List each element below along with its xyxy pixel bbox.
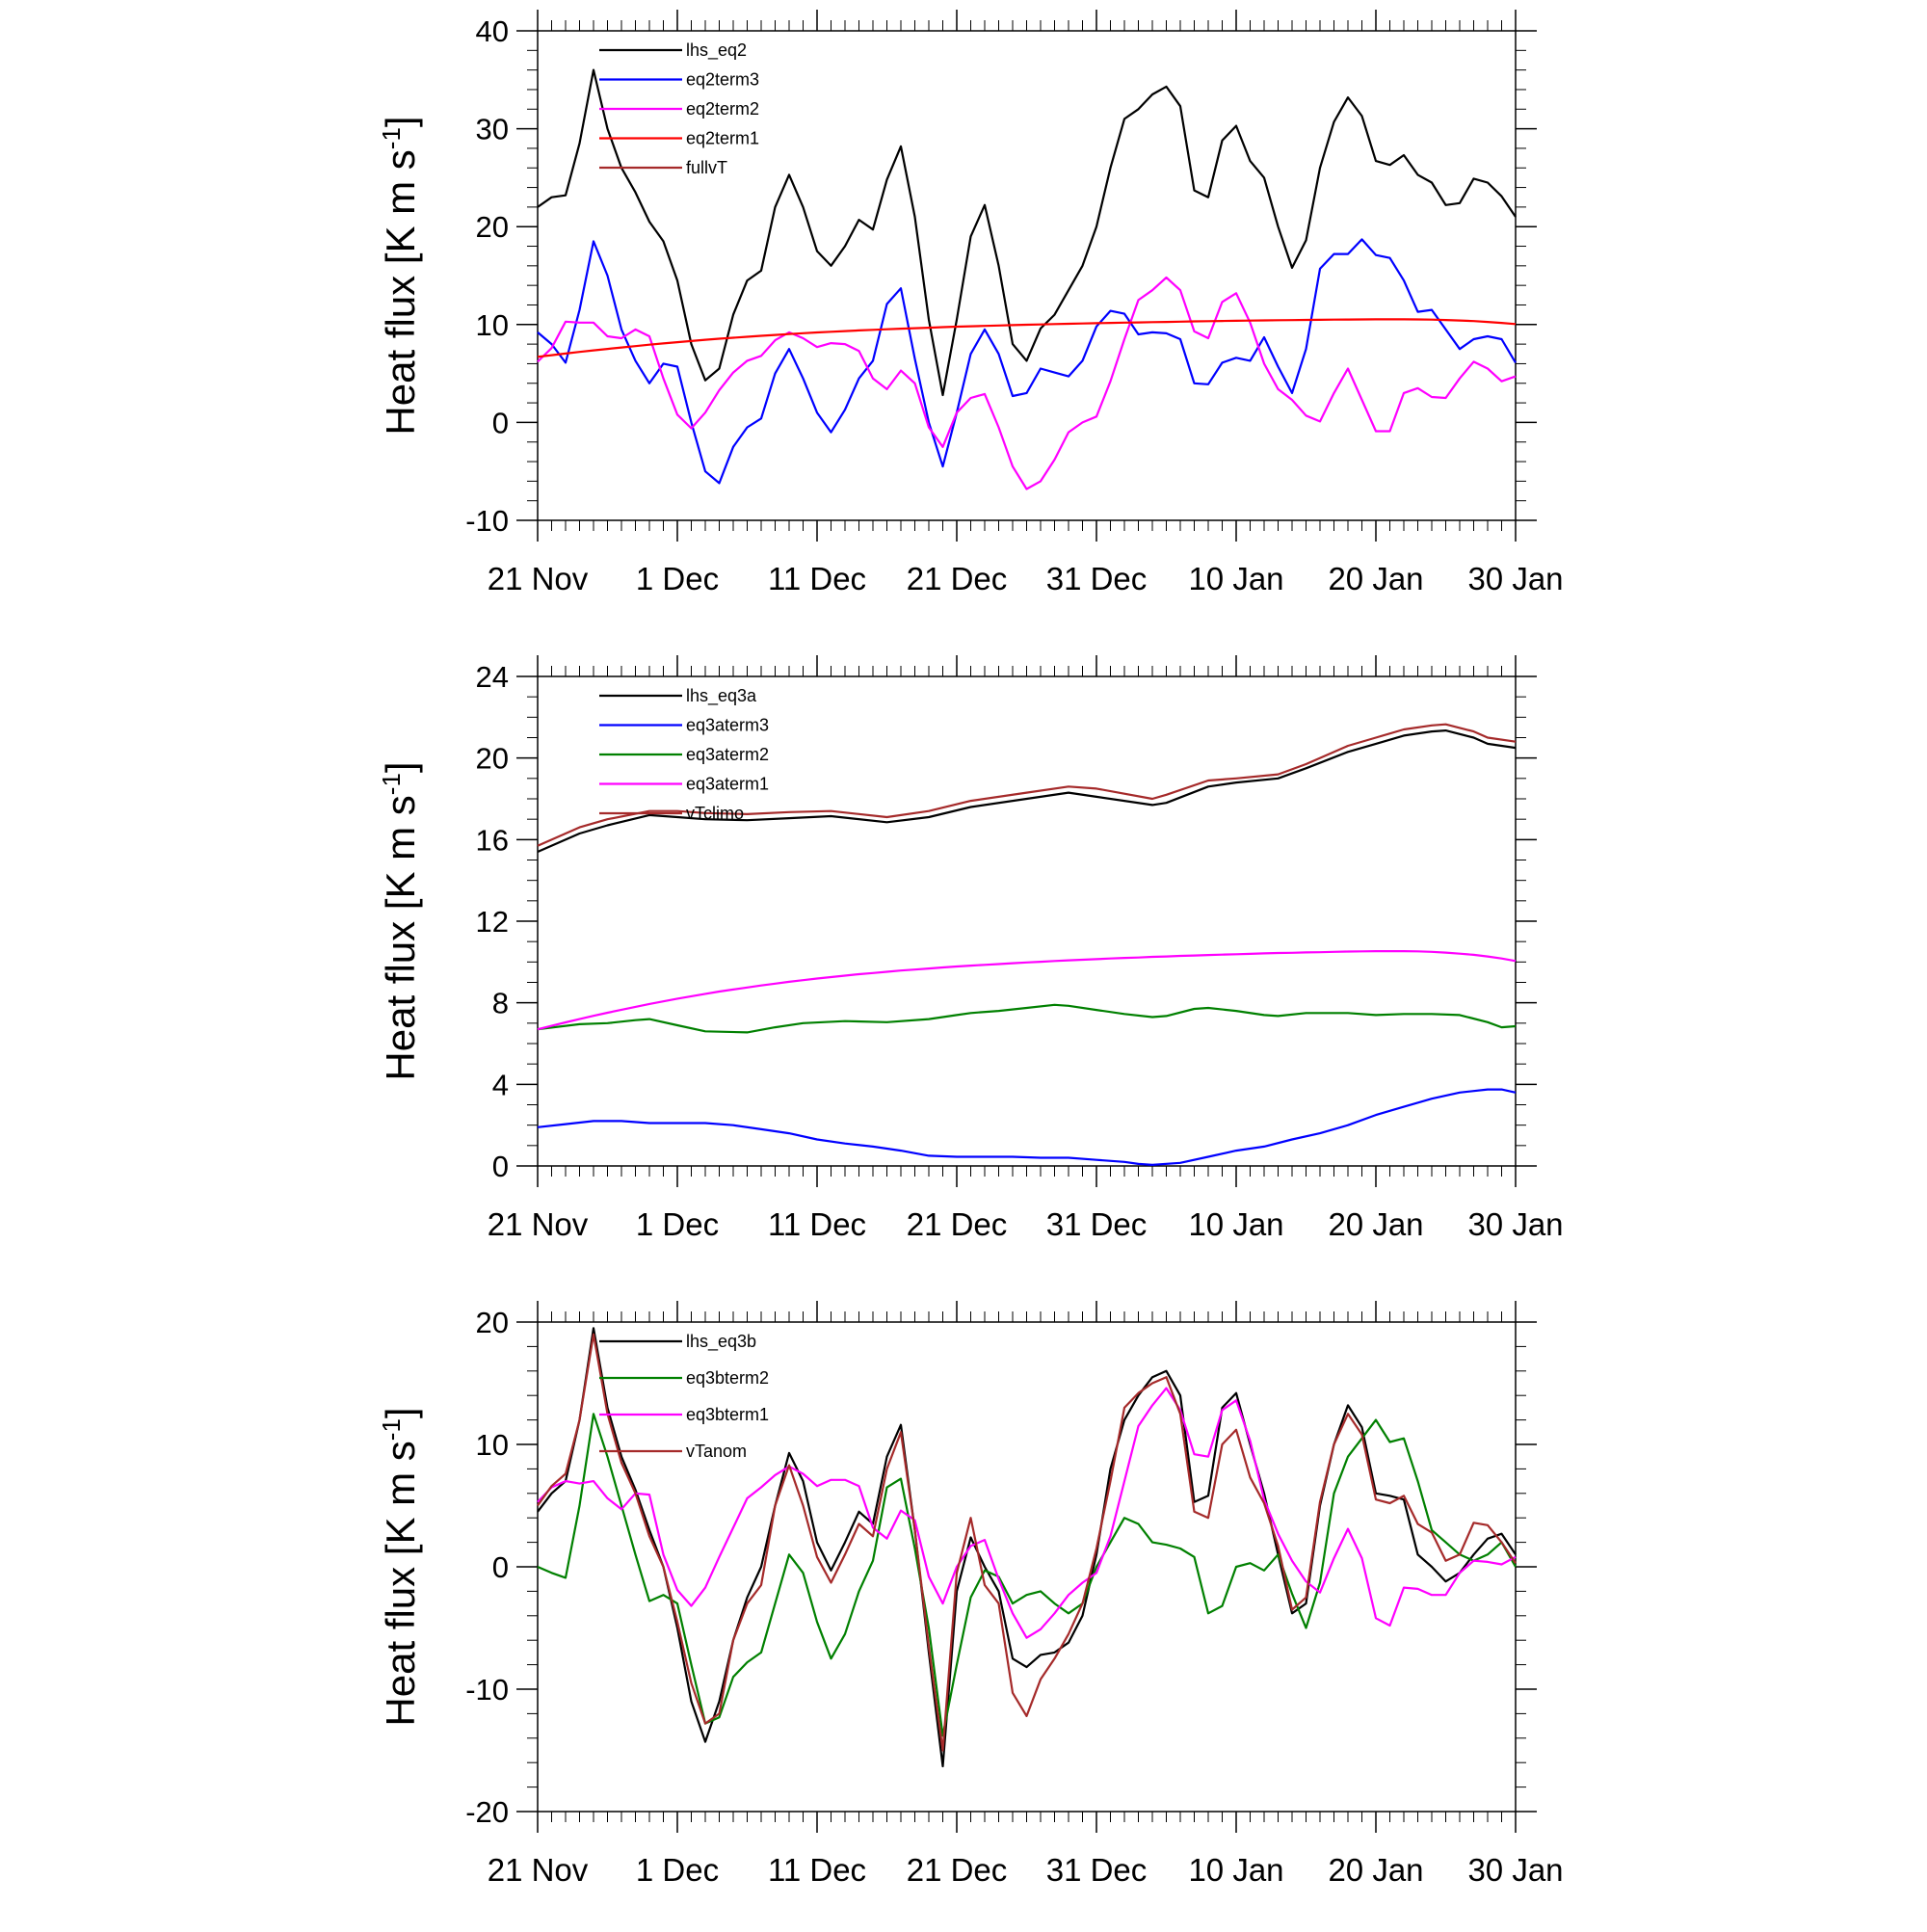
chart-panel-1: 21 Nov 1 Dec 11 Dec 21 Dec 31 Dec 10 Jan 20 Ja…	[377, 10, 1564, 596]
plot-frame	[537, 30, 1517, 521]
series-line-eq2term1	[537, 318, 1517, 358]
y-tick-label: 10	[476, 308, 509, 342]
y-tick-label: 20	[476, 1306, 509, 1339]
y-axis-label: Heat flux [K m s-1]	[377, 1407, 423, 1726]
y-tick-label: 10	[476, 1428, 509, 1462]
y-tick-label: 4	[492, 1068, 509, 1101]
x-tick-label: 31 Dec	[1046, 1206, 1148, 1242]
series-line-vTanom	[537, 1333, 1517, 1752]
x-tick-label: 31 Dec	[1046, 1852, 1148, 1888]
y-tick-label: 0	[492, 1550, 509, 1584]
legend-label-eq2term3: eq2term3	[686, 70, 759, 90]
plot-frame	[537, 1321, 1517, 1813]
y-tick-label: 24	[476, 660, 509, 694]
series-line-lhs_eq3b	[537, 1327, 1517, 1768]
x-tick-label: 21 Dec	[907, 561, 1008, 596]
legend-label-eq2term1: eq2term1	[686, 129, 759, 148]
legend-label-fullvT: fullvT	[686, 158, 727, 177]
x-tick-label: 11 Dec	[768, 1206, 866, 1242]
x-tick-label: 20 Jan	[1328, 561, 1423, 596]
x-tick-label: 1 Dec	[636, 1852, 719, 1888]
x-tick-label: 1 Dec	[636, 1206, 719, 1242]
chart-panel-2: 21 Nov 1 Dec 11 Dec 21 Dec 31 Dec 10 Jan 20 Ja…	[377, 655, 1564, 1242]
x-tick-label: 21 Nov	[488, 1852, 589, 1888]
series-line-eq3bterm1	[537, 1387, 1517, 1639]
x-tick-label: 21 Nov	[488, 561, 589, 596]
y-tick-label: 20	[476, 210, 509, 244]
x-tick-label: 21 Nov	[488, 1206, 589, 1242]
x-tick-label: 1 Dec	[636, 561, 719, 596]
y-axis-label: Heat flux [K m s-1]	[377, 116, 423, 435]
legend-label-eq3bterm2: eq3bterm2	[686, 1368, 769, 1388]
series-line-eq3aterm2	[537, 1003, 1517, 1034]
y-tick-label: 8	[492, 987, 509, 1020]
y-tick-label: 40	[476, 14, 509, 48]
series-line-vTclimo	[537, 723, 1517, 847]
x-tick-label: 30 Jan	[1467, 1206, 1563, 1242]
y-tick-label: 20	[476, 742, 509, 776]
legend-label-lhs_eq3a: lhs_eq3a	[686, 686, 757, 706]
legend-label-eq3aterm3: eq3aterm3	[686, 716, 769, 735]
series-line-lhs_eq3a	[537, 728, 1517, 854]
legend-label-lhs_eq2: lhs_eq2	[686, 40, 747, 61]
x-tick-label: 30 Jan	[1467, 561, 1563, 596]
y-tick-label: 30	[476, 113, 509, 146]
x-tick-label: 10 Jan	[1188, 561, 1283, 596]
y-tick-label: 16	[476, 823, 509, 857]
x-tick-label: 30 Jan	[1467, 1852, 1563, 1888]
legend-label-vTclimo: vTclimo	[686, 804, 744, 823]
x-tick-label: 21 Dec	[907, 1852, 1008, 1888]
series-line-eq3aterm3	[537, 1088, 1517, 1167]
legend-label-eq3aterm2: eq3aterm2	[686, 745, 769, 764]
y-axis-label: Heat flux [K m s-1]	[377, 761, 423, 1080]
y-tick-label: 0	[492, 1150, 509, 1183]
x-tick-label: 11 Dec	[768, 1852, 866, 1888]
x-tick-label: 20 Jan	[1328, 1852, 1423, 1888]
y-tick-label: 0	[492, 406, 509, 439]
y-tick-label: 12	[476, 905, 509, 939]
legend-label-lhs_eq3b: lhs_eq3b	[686, 1332, 756, 1352]
series-line-eq2term2	[537, 276, 1517, 490]
series-line-eq3bterm2	[537, 1413, 1517, 1737]
x-tick-label: 10 Jan	[1188, 1206, 1283, 1242]
y-tick-label: -20	[465, 1795, 509, 1829]
legend-label-eq3bterm1: eq3bterm1	[686, 1405, 769, 1424]
series-line-eq3aterm1	[537, 949, 1517, 1031]
y-tick-label: -10	[465, 1673, 509, 1707]
legend-label-eq3aterm1: eq3aterm1	[686, 775, 769, 794]
x-tick-label: 21 Dec	[907, 1206, 1008, 1242]
chart-panel-3: 21 Nov 1 Dec 11 Dec 21 Dec 31 Dec 10 Jan 20 Ja…	[377, 1301, 1564, 1888]
legend-label-eq2term2: eq2term2	[686, 99, 759, 119]
y-tick-label: -10	[465, 504, 509, 538]
x-tick-label: 20 Jan	[1328, 1206, 1423, 1242]
x-tick-label: 11 Dec	[768, 561, 866, 596]
series-line-lhs_eq2	[537, 68, 1517, 397]
x-tick-label: 31 Dec	[1046, 561, 1148, 596]
legend-label-vTanom: vTanom	[686, 1442, 747, 1461]
x-tick-label: 10 Jan	[1188, 1852, 1283, 1888]
plot-frame	[537, 675, 1517, 1167]
series-line-eq2term3	[537, 238, 1517, 485]
